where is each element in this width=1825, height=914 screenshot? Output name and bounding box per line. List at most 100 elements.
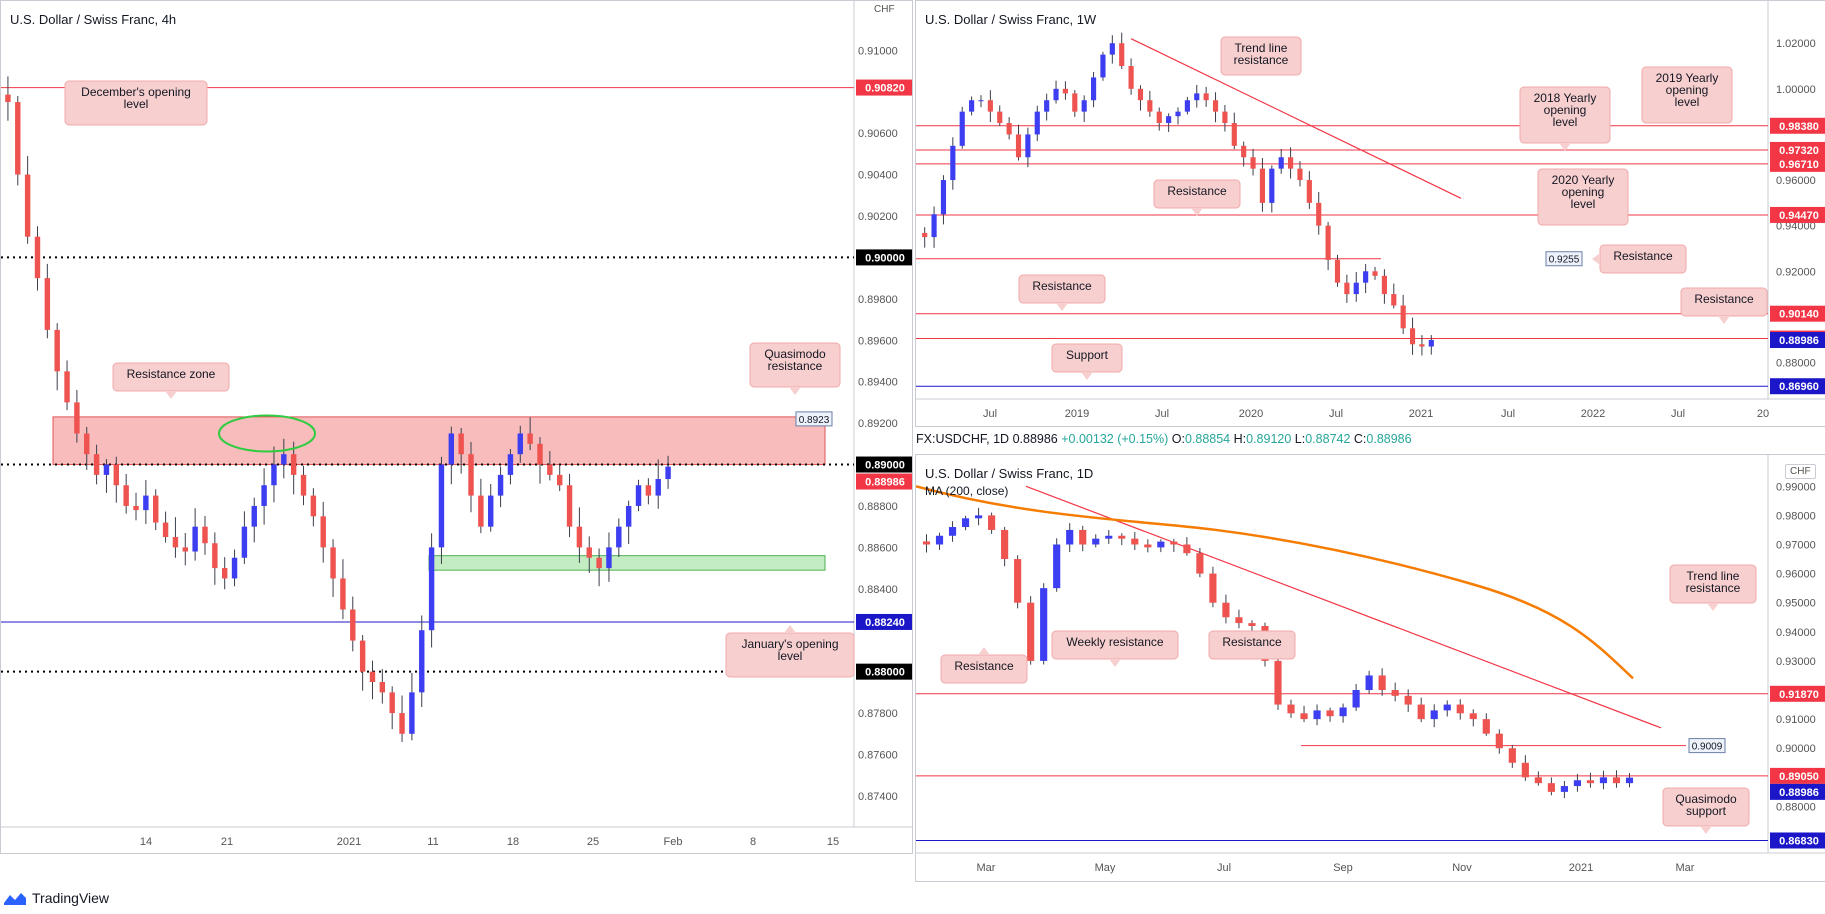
callout-resistance-1w-c-text: Resistance [1032, 279, 1092, 293]
date-tick-1d: Mar [1676, 862, 1695, 874]
date-tick-1d: Jul [1217, 862, 1231, 874]
price-tag-4h: 0.88240 [865, 617, 905, 629]
candle-body [1278, 157, 1284, 169]
date-tick-1w: Jul [1671, 408, 1685, 420]
candle-body [1156, 111, 1162, 124]
price-tick-1d: 0.98000 [1776, 510, 1816, 522]
candle-body [596, 557, 602, 569]
candle-body [1027, 602, 1035, 661]
candle-body [1508, 748, 1516, 763]
date-tick-1w: 2019 [1065, 408, 1089, 420]
candle-body [950, 145, 956, 181]
date-tick-4h: 14 [140, 836, 152, 848]
candle-body [320, 516, 326, 548]
price-tag-1w-bg [1770, 378, 1825, 395]
candle-body [1599, 777, 1608, 784]
price-tick-4h: 0.89200 [858, 418, 898, 430]
candle-body [606, 547, 612, 569]
price-tick-1d: 0.88000 [1776, 801, 1816, 813]
price-tick-1d: 0.95000 [1776, 598, 1816, 610]
chart-panel-1w[interactable]: 1.00000 1.02000 0.96000 0.94000 0.92000 0.880… [915, 0, 1825, 427]
callout-resistance-zone: Resistance zone [112, 362, 230, 399]
candle-body [1404, 695, 1412, 705]
callout-resistance-1w-b-tail [1592, 253, 1600, 265]
infobar-symbol: FX:USDCHF, 1D [916, 432, 1010, 446]
candle-body [1313, 710, 1321, 720]
candle-body [948, 527, 957, 536]
candle-body [616, 526, 622, 548]
candle-body [556, 474, 563, 486]
date-tick-1w: Jul [1501, 408, 1515, 420]
candle-body [1365, 675, 1373, 691]
candle-body [24, 174, 31, 237]
candle-body [1372, 271, 1378, 276]
candle-body [488, 495, 494, 527]
chart-panel-4h[interactable]: 0.91000 0.90600 0.90400 0.90200 0.89800 0.896… [0, 0, 913, 854]
candle-body [1118, 535, 1126, 539]
resistance-zone [52, 416, 826, 466]
candle-body [1391, 690, 1399, 696]
price-tag-1d: 0.91870 [1779, 689, 1819, 701]
candle-body [1015, 134, 1022, 158]
candle-body [1409, 328, 1416, 345]
callout-quasimodo-support-text: Quasimodo [1675, 792, 1737, 806]
candle-body [468, 454, 474, 496]
candle-body [1081, 100, 1087, 112]
chart-panel-1d[interactable]: 0.99000 0.98000 0.97000 0.96000 0.95000 0.940… [915, 454, 1825, 882]
candle-body [1300, 713, 1308, 720]
candle-body [1419, 344, 1425, 347]
candle-body [586, 547, 592, 558]
candle-body [202, 526, 208, 544]
candle-body [182, 547, 188, 552]
callout-support-1w-text: Support [1066, 348, 1109, 362]
callout-resistance-1w-a: Resistance [1153, 179, 1241, 216]
chart-1d-canvas[interactable]: 0.99000 0.98000 0.97000 0.96000 0.95000 0.940… [916, 455, 1825, 881]
candle-body [1006, 123, 1012, 135]
price-tick-4h: 0.87400 [858, 791, 898, 803]
candle-body [1235, 617, 1243, 624]
price-tick-1d: 0.97000 [1776, 539, 1816, 551]
candle-body [1495, 733, 1503, 749]
candle-body [1231, 123, 1237, 146]
callout-weekly-resistance: Weekly resistance [1051, 630, 1179, 667]
price-tick-1w: 0.96000 [1776, 175, 1816, 187]
price-tick-1d: 0.91000 [1776, 714, 1816, 726]
infobar-high: 0.89120 [1246, 432, 1292, 446]
candle-body [625, 505, 632, 527]
candle-body [64, 371, 70, 403]
callout-resistance-1w-c: Resistance [1018, 274, 1106, 311]
tradingview-logo[interactable]: TradingView [4, 890, 109, 906]
price-tick-1d: 0.96000 [1776, 569, 1816, 581]
candle-body [54, 329, 60, 372]
price-tick-1d: 0.93000 [1776, 656, 1816, 668]
callout-2018-yearly-tail [1559, 143, 1571, 151]
date-tick-1d: 2021 [1569, 862, 1593, 874]
candle-body [1547, 783, 1555, 792]
chart-4h-canvas[interactable]: 0.91000 0.90600 0.90400 0.90200 0.89800 0.896… [1, 1, 912, 853]
callout-resistance-1d-b-text: Resistance [1222, 635, 1282, 649]
chart-1w-canvas[interactable]: 1.00000 1.02000 0.96000 0.94000 0.92000 0.880… [916, 1, 1825, 426]
candle-body [1137, 88, 1144, 101]
candle-body [359, 640, 366, 672]
candle-body [241, 526, 248, 558]
candle-body [1222, 111, 1228, 124]
currency-button-1d[interactable]: CHF [1785, 464, 1816, 479]
price-tag-4h-bg [856, 613, 912, 630]
price-tag-1d-bg [1770, 832, 1825, 849]
infobar-o-label: O: [1171, 432, 1185, 446]
callout-quasimodo-support-tail [1700, 826, 1712, 834]
highlight-ellipse [218, 414, 316, 453]
price-tag-1d: 0.86830 [1779, 835, 1819, 847]
candle-body [212, 543, 218, 569]
candle-body [1109, 43, 1115, 55]
infobar-c-label: C: [1353, 432, 1367, 446]
callout-resistance-1d-a-tail [978, 647, 990, 655]
callout-january-opening-text: level [778, 649, 803, 663]
candle-body [935, 535, 944, 545]
price-tag-4h-bg [856, 663, 912, 680]
callout-weekly-resistance-tail [1109, 659, 1121, 667]
callout-support-1w: Support [1051, 343, 1123, 380]
price-tick-1d: 0.94000 [1776, 627, 1816, 639]
candle-body [1034, 111, 1040, 135]
